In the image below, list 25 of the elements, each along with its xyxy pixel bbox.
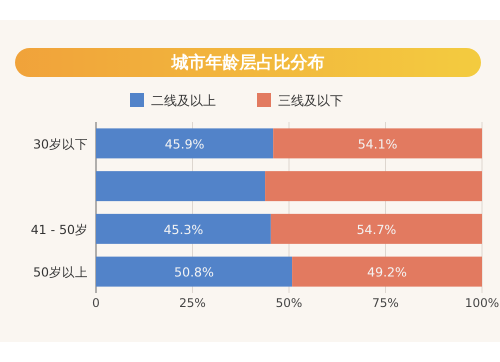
data-label: 49.2% bbox=[367, 264, 408, 280]
bar bbox=[273, 128, 482, 158]
bar bbox=[265, 171, 482, 202]
data-label: 54.7% bbox=[356, 222, 396, 237]
y-tick-label: 30岁以下 bbox=[33, 136, 88, 152]
y-tick-label: 50岁以上 bbox=[33, 264, 88, 280]
bar bbox=[96, 128, 274, 158]
legend-label: 二线及以上 bbox=[151, 94, 216, 109]
data-label: 45.3% bbox=[164, 222, 204, 237]
bar bbox=[270, 214, 482, 244]
x-tick-label: 100% bbox=[464, 296, 500, 310]
x-tick-label: 25% bbox=[179, 296, 206, 310]
x-tick-label: 75% bbox=[372, 296, 399, 310]
bar bbox=[96, 214, 271, 244]
y-tick-label: 41 - 50岁 bbox=[30, 222, 88, 237]
chart-title: 城市年龄层占比分布 bbox=[170, 53, 324, 73]
bar bbox=[96, 171, 266, 202]
x-tick-label: 0 bbox=[92, 296, 100, 310]
legend-label: 三线及以下 bbox=[278, 94, 343, 109]
x-tick-label: 50% bbox=[276, 296, 302, 310]
data-label: 45.9% bbox=[164, 136, 205, 152]
data-label: 54.1% bbox=[358, 136, 398, 152]
bar bbox=[96, 256, 292, 287]
bar bbox=[292, 256, 482, 287]
data-label: 50.8% bbox=[174, 264, 214, 280]
